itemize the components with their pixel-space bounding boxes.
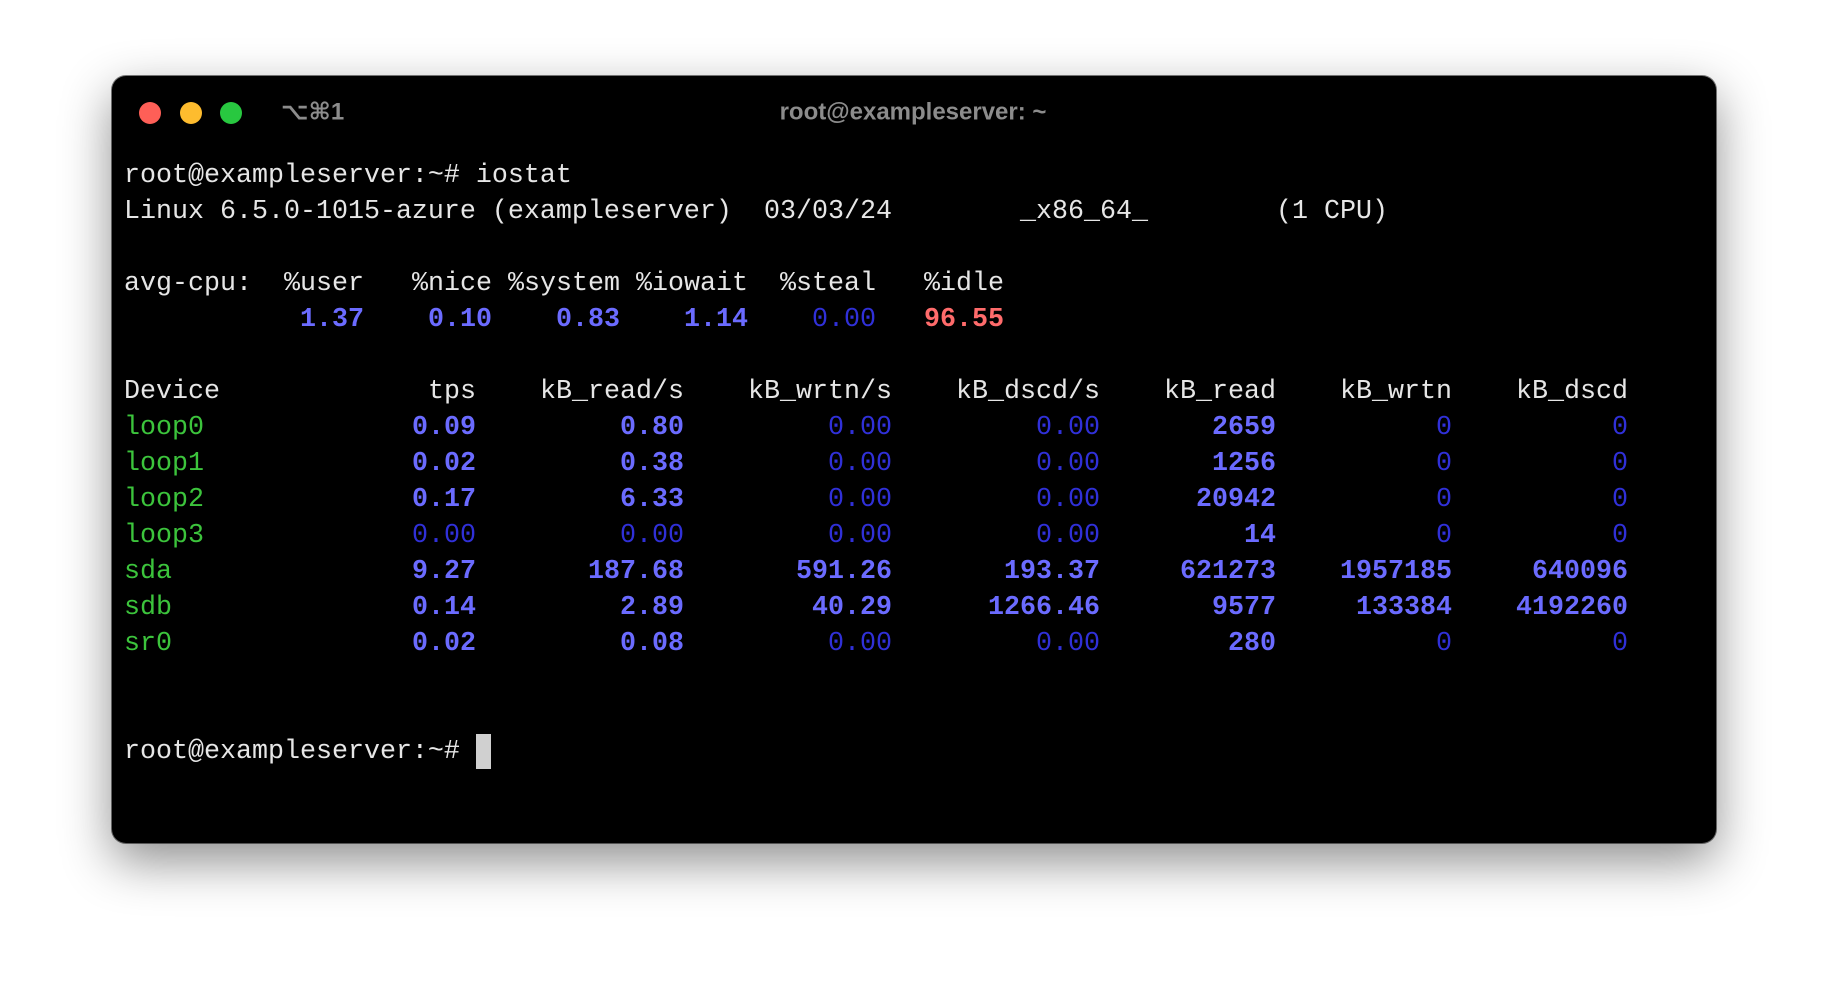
system-info: (1 CPU) <box>1276 197 1388 227</box>
system-info: Linux 6.5.0-1015-azure (exampleserver) <box>124 197 732 227</box>
device-value: 0.09 <box>412 413 476 443</box>
device-name: sr0 <box>124 629 172 659</box>
terminal-window: ⌥⌘1 root@exampleserver: ~ root@examplese… <box>112 76 1716 843</box>
device-value: 0.80 <box>620 413 684 443</box>
device-value: 0.00 <box>1036 485 1100 515</box>
device-header: kB_read <box>1164 377 1276 407</box>
device-value: 0.00 <box>828 485 892 515</box>
device-value: 9.27 <box>412 557 476 587</box>
device-header: kB_wrtn/s <box>748 377 892 407</box>
tab-shortcut: ⌥⌘1 <box>281 98 344 125</box>
device-value: 0.38 <box>620 449 684 479</box>
device-value: 640096 <box>1532 557 1628 587</box>
cpu-value: 1.14 <box>684 305 748 335</box>
device-header: tps <box>428 377 476 407</box>
device-value: 0.14 <box>412 593 476 623</box>
cpu-value: 0.00 <box>812 305 876 335</box>
device-value: 6.33 <box>620 485 684 515</box>
device-value: 4192260 <box>1516 593 1628 623</box>
cpu-header: %nice <box>412 269 492 299</box>
device-value: 0.00 <box>1036 413 1100 443</box>
device-name: loop0 <box>124 413 204 443</box>
device-value: 0 <box>1612 449 1628 479</box>
close-button[interactable] <box>139 102 161 124</box>
device-value: 621273 <box>1180 557 1276 587</box>
cpu-header: %idle <box>924 269 1004 299</box>
device-value: 1957185 <box>1340 557 1452 587</box>
minimize-button[interactable] <box>180 102 202 124</box>
device-value: 0.00 <box>828 629 892 659</box>
device-value: 0.00 <box>828 521 892 551</box>
device-name: loop2 <box>124 485 204 515</box>
device-name: sda <box>124 557 172 587</box>
zoom-button[interactable] <box>220 102 242 124</box>
device-value: 591.26 <box>796 557 892 587</box>
device-value: 0.00 <box>1036 449 1100 479</box>
device-value: 0 <box>1612 629 1628 659</box>
cpu-header: %steal <box>780 269 876 299</box>
device-value: 9577 <box>1212 593 1276 623</box>
device-name: loop3 <box>124 521 204 551</box>
device-value: 0.00 <box>1036 521 1100 551</box>
device-header: kB_wrtn <box>1340 377 1452 407</box>
device-value: 193.37 <box>1004 557 1100 587</box>
device-value: 2659 <box>1212 413 1276 443</box>
device-value: 0.00 <box>412 521 476 551</box>
device-value: 14 <box>1244 521 1276 551</box>
device-header: Device <box>124 377 220 407</box>
device-value: 0 <box>1612 485 1628 515</box>
device-value: 0.08 <box>620 629 684 659</box>
device-value: 0 <box>1612 413 1628 443</box>
device-value: 280 <box>1228 629 1276 659</box>
device-value: 0.02 <box>412 449 476 479</box>
cpu-value: 96.55 <box>924 305 1004 335</box>
cpu-header: %system <box>508 269 620 299</box>
device-value: 0.17 <box>412 485 476 515</box>
device-header: kB_dscd/s <box>956 377 1100 407</box>
device-value: 0.00 <box>828 413 892 443</box>
device-value: 0 <box>1436 449 1452 479</box>
device-value: 0 <box>1436 413 1452 443</box>
device-header: kB_read/s <box>540 377 684 407</box>
command-line: root@exampleserver:~# iostat <box>124 161 572 191</box>
window-title: root@exampleserver: ~ <box>780 98 1047 125</box>
device-value: 0 <box>1436 521 1452 551</box>
device-value: 0 <box>1612 521 1628 551</box>
cpu-value: 0.83 <box>556 305 620 335</box>
device-value: 0 <box>1436 485 1452 515</box>
device-value: 133384 <box>1356 593 1452 623</box>
device-value: 40.29 <box>812 593 892 623</box>
device-value: 0.00 <box>828 449 892 479</box>
device-value: 20942 <box>1196 485 1276 515</box>
device-value: 1266.46 <box>988 593 1100 623</box>
device-header: kB_dscd <box>1516 377 1628 407</box>
cursor <box>476 734 491 769</box>
device-value: 2.89 <box>620 593 684 623</box>
prompt: root@exampleserver:~# <box>124 737 460 767</box>
cpu-header: %iowait <box>636 269 748 299</box>
device-name: loop1 <box>124 449 204 479</box>
device-value: 0.02 <box>412 629 476 659</box>
device-value: 187.68 <box>588 557 684 587</box>
device-value: 0.00 <box>1036 629 1100 659</box>
cpu-header: %user <box>284 269 364 299</box>
device-value: 1256 <box>1212 449 1276 479</box>
system-info: 03/03/24 <box>764 197 892 227</box>
device-value: 0.00 <box>620 521 684 551</box>
device-name: sdb <box>124 593 172 623</box>
cpu-value: 1.37 <box>300 305 364 335</box>
system-info: _x86_64_ <box>1019 197 1149 227</box>
cpu-label: avg-cpu: <box>124 269 252 299</box>
device-value: 0 <box>1436 629 1452 659</box>
cpu-value: 0.10 <box>428 305 492 335</box>
terminal: ⌥⌘1 root@exampleserver: ~ root@examplese… <box>124 98 1628 769</box>
